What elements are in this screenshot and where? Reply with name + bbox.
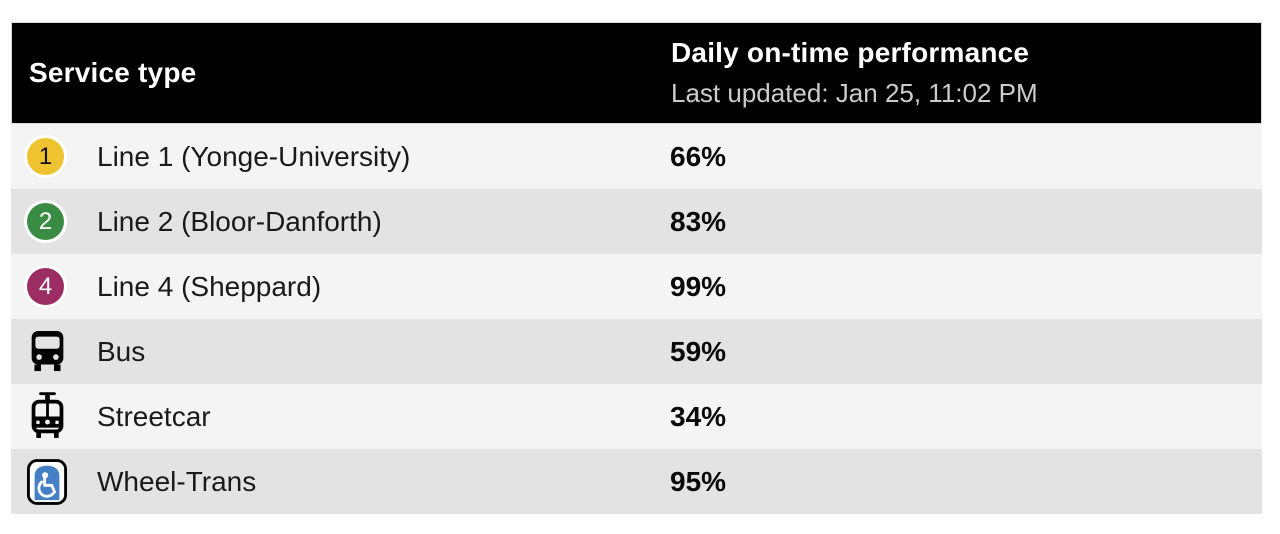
table-row-bus: Bus 59% — [11, 319, 1262, 384]
service-icon-cell: 1 — [11, 138, 97, 175]
column-header-performance: Daily on-time performance Last updated: … — [671, 37, 1261, 109]
service-type-label: Service type — [29, 57, 197, 88]
line-4-badge-icon: 4 — [27, 268, 64, 305]
last-updated-text: Last updated: Jan 25, 11:02 PM — [671, 78, 1038, 108]
service-label: Bus — [97, 335, 146, 367]
performance-value: 83% — [670, 205, 727, 237]
table-row-line-4: 4 Line 4 (Sheppard) 99% — [11, 254, 1262, 319]
service-icon-cell — [11, 329, 97, 374]
table-row-line-1: 1 Line 1 (Yonge-University) 66% — [11, 124, 1262, 189]
on-time-performance-table: Service type Daily on-time performance L… — [11, 22, 1262, 514]
table-row-wheel-trans: Wheel-Trans 95% — [11, 449, 1262, 514]
table-row-line-2: 2 Line 2 (Bloor-Danforth) 83% — [11, 189, 1262, 254]
line-2-badge-icon: 2 — [27, 203, 64, 240]
performance-value: 34% — [670, 400, 727, 432]
performance-value: 66% — [670, 140, 727, 172]
service-label: Line 2 (Bloor-Danforth) — [97, 205, 382, 237]
performance-value: 99% — [670, 270, 727, 302]
service-label: Streetcar — [97, 400, 211, 432]
line-1-badge-icon: 1 — [27, 138, 64, 175]
table-header: Service type Daily on-time performance L… — [11, 22, 1262, 124]
wheeltrans-icon — [27, 458, 67, 505]
service-label: Wheel-Trans — [97, 465, 257, 497]
column-header-service-type: Service type — [12, 57, 671, 89]
service-icon-cell — [11, 458, 97, 505]
service-label: Line 4 (Sheppard) — [97, 270, 322, 302]
bus-icon — [27, 329, 68, 374]
service-icon-cell: 4 — [11, 268, 97, 305]
service-icon-cell: 2 — [11, 203, 97, 240]
service-label: Line 1 (Yonge-University) — [97, 140, 411, 172]
performance-value: 95% — [670, 465, 727, 497]
performance-title: Daily on-time performance — [671, 37, 1030, 68]
service-icon-cell — [11, 392, 97, 441]
streetcar-icon — [27, 392, 68, 441]
table-row-streetcar: Streetcar 34% — [11, 384, 1262, 449]
performance-value: 59% — [670, 335, 727, 367]
